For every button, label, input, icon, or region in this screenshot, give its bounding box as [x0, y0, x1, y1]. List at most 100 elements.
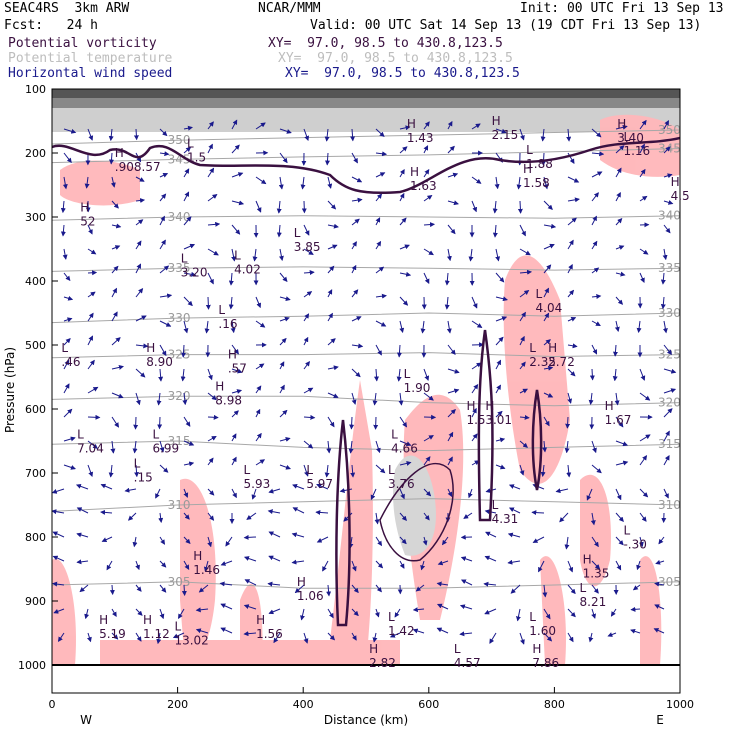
wind-vector	[63, 383, 70, 394]
high-marker: H	[532, 642, 541, 656]
wind-vector	[183, 461, 195, 467]
wind-vectors	[52, 119, 677, 645]
wind-vector	[589, 368, 595, 381]
wind-vector	[663, 120, 669, 130]
wind-vector	[437, 560, 449, 566]
wind-vector	[412, 607, 425, 613]
wind-vector	[423, 121, 430, 130]
wind-vector	[109, 152, 114, 165]
wind-vector	[207, 121, 214, 130]
wind-vector	[183, 440, 195, 446]
wind-vector	[327, 632, 336, 641]
pv-value-label: 3.01	[485, 413, 512, 427]
gray-region	[393, 455, 436, 556]
wind-vector	[279, 128, 292, 134]
theta-label: 315	[168, 434, 191, 448]
wind-vector	[203, 560, 209, 572]
wind-vector	[564, 536, 570, 550]
wind-vector	[205, 296, 211, 310]
wind-vector	[276, 200, 282, 214]
wind-vector	[351, 316, 362, 322]
wind-vector	[315, 509, 329, 515]
shade-1	[60, 160, 140, 206]
wind-vector	[219, 581, 233, 587]
wind-vector	[543, 243, 555, 250]
wind-vector	[63, 128, 77, 134]
wind-vector	[567, 317, 577, 322]
wind-vector	[489, 632, 497, 644]
pv-value-label: 5.19	[99, 627, 126, 641]
wind-vector	[610, 608, 617, 617]
wind-vector	[543, 287, 549, 298]
model-title: SEAC4RS 3km ARW	[4, 1, 130, 16]
wind-vector	[423, 368, 430, 381]
wind-vector	[87, 359, 95, 370]
low-marker: L	[244, 463, 251, 477]
wind-vector	[159, 265, 170, 274]
wind-vector	[351, 152, 358, 164]
wind-vector	[351, 176, 363, 183]
wind-vector	[183, 320, 189, 334]
wind-vector	[351, 241, 357, 250]
forecast-hour: Fcst: 24 h	[4, 18, 98, 33]
wind-vector	[87, 128, 94, 141]
y-tick-label: 900	[25, 595, 46, 608]
wind-vector	[372, 632, 378, 643]
wind-vector	[244, 579, 257, 586]
wind-vector	[132, 536, 138, 548]
wind-vector	[207, 414, 219, 420]
wind-vector	[279, 272, 288, 283]
wind-vector	[327, 200, 337, 210]
wind-vector	[343, 512, 353, 522]
wind-vector	[110, 440, 116, 454]
wind-vector	[183, 243, 196, 250]
wind-vector	[231, 144, 240, 154]
wind-vector	[615, 217, 623, 226]
shade-11	[640, 556, 662, 665]
wind-vector	[663, 430, 670, 442]
wind-vector	[243, 556, 257, 562]
wind-vector	[484, 555, 497, 562]
init-time: Init: 00 UTC Fri 13 Sep 13	[520, 1, 724, 16]
wind-vector	[495, 296, 508, 302]
wind-vector	[375, 217, 381, 226]
wind-vector	[294, 584, 305, 594]
wind-vector	[459, 604, 473, 610]
wind-vector	[183, 168, 190, 178]
wind-vector	[663, 455, 670, 466]
wind-vector	[231, 433, 237, 442]
wind-vector	[181, 584, 187, 597]
pv-value-label: 4.57	[454, 656, 481, 670]
high-marker: H	[143, 613, 152, 627]
wind-vector	[316, 483, 329, 490]
valid-time: Valid: 00 UTC Sat 14 Sep 13 (19 CDT Fri …	[310, 18, 702, 33]
wind-vector	[183, 216, 192, 226]
wind-vector	[198, 584, 209, 593]
wind-vector	[446, 320, 452, 334]
wind-vector	[630, 606, 641, 612]
wind-vector	[519, 311, 526, 322]
wind-vector	[135, 343, 149, 349]
wind-vector	[420, 320, 426, 334]
wind-vector	[591, 464, 602, 474]
wind-vector	[639, 168, 646, 178]
pv-value-label: 8.98	[215, 394, 242, 408]
wind-vector	[183, 146, 192, 154]
wind-vector	[591, 344, 598, 355]
shade-4	[503, 255, 570, 484]
x-tick-label: 400	[293, 698, 314, 711]
wind-vector	[111, 287, 117, 298]
wind-vector	[327, 312, 333, 322]
theta-line	[52, 266, 680, 272]
upper-shading-light	[52, 106, 680, 132]
wind-vector	[532, 536, 545, 543]
wind-vector	[324, 152, 330, 166]
wind-vector	[639, 434, 651, 442]
wind-vector	[87, 440, 98, 449]
pv-value-label: 52	[80, 214, 95, 228]
theta-label: 310	[658, 498, 681, 512]
wind-vector	[639, 143, 645, 154]
wind-vector	[471, 296, 478, 309]
wind-vector	[279, 152, 288, 164]
wind-vector	[564, 440, 570, 454]
